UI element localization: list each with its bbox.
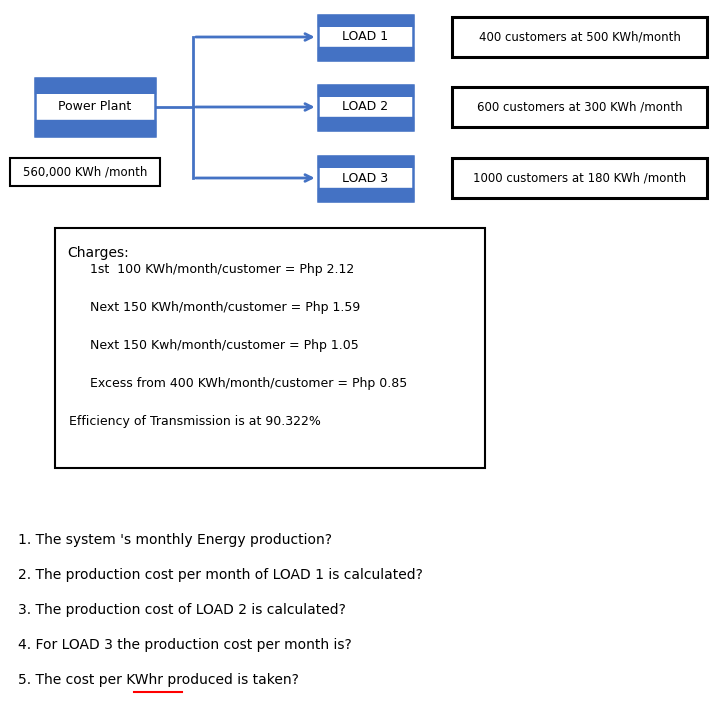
Bar bbox=[35, 78, 155, 93]
Bar bbox=[317, 97, 413, 117]
Bar bbox=[317, 188, 413, 200]
Bar bbox=[317, 167, 413, 188]
Text: LOAD 3: LOAD 3 bbox=[342, 172, 388, 185]
Bar bbox=[452, 158, 707, 198]
Bar bbox=[317, 85, 413, 97]
Bar bbox=[10, 158, 160, 186]
Text: Power Plant: Power Plant bbox=[58, 101, 131, 113]
Text: Excess from 400 KWh/month/customer = Php 0.85: Excess from 400 KWh/month/customer = Php… bbox=[90, 378, 407, 391]
Bar bbox=[452, 17, 707, 57]
Bar bbox=[317, 14, 413, 27]
Text: 1st  100 KWh/month/customer = Php 2.12: 1st 100 KWh/month/customer = Php 2.12 bbox=[90, 264, 354, 276]
Text: 2. The production cost per month of LOAD 1 is calculated?: 2. The production cost per month of LOAD… bbox=[18, 568, 423, 582]
Text: 4. For LOAD 3 the production cost per month is?: 4. For LOAD 3 the production cost per mo… bbox=[18, 638, 352, 652]
Text: Next 150 KWh/month/customer = Php 1.59: Next 150 KWh/month/customer = Php 1.59 bbox=[90, 302, 360, 314]
Text: 560,000 KWh /month: 560,000 KWh /month bbox=[23, 166, 147, 179]
Bar bbox=[35, 93, 155, 121]
Text: Next 150 Kwh/month/customer = Php 1.05: Next 150 Kwh/month/customer = Php 1.05 bbox=[90, 340, 359, 353]
Bar bbox=[35, 121, 155, 136]
Bar bbox=[55, 228, 485, 468]
Text: 600 customers at 300 KWh /month: 600 customers at 300 KWh /month bbox=[477, 101, 682, 113]
Bar bbox=[317, 156, 413, 200]
Text: 400 customers at 500 KWh/month: 400 customers at 500 KWh/month bbox=[479, 30, 681, 44]
Text: 1. The system 's monthly Energy production?: 1. The system 's monthly Energy producti… bbox=[18, 533, 332, 547]
Bar bbox=[317, 27, 413, 47]
Bar bbox=[317, 156, 413, 167]
Text: LOAD 2: LOAD 2 bbox=[342, 101, 388, 113]
Text: 5. The cost per KWhr produced is taken?: 5. The cost per KWhr produced is taken? bbox=[18, 673, 299, 687]
Text: 1000 customers at 180 KWh /month: 1000 customers at 180 KWh /month bbox=[473, 172, 686, 185]
Bar bbox=[317, 117, 413, 129]
Text: 3. The production cost of LOAD 2 is calculated?: 3. The production cost of LOAD 2 is calc… bbox=[18, 603, 346, 617]
Text: LOAD 1: LOAD 1 bbox=[342, 30, 388, 44]
Text: Charges:: Charges: bbox=[67, 246, 129, 260]
Bar bbox=[317, 47, 413, 60]
Bar bbox=[317, 14, 413, 60]
Bar bbox=[35, 78, 155, 136]
Bar bbox=[317, 85, 413, 129]
Bar bbox=[452, 87, 707, 127]
Text: Efficiency of Transmission is at 90.322%: Efficiency of Transmission is at 90.322% bbox=[69, 416, 321, 429]
